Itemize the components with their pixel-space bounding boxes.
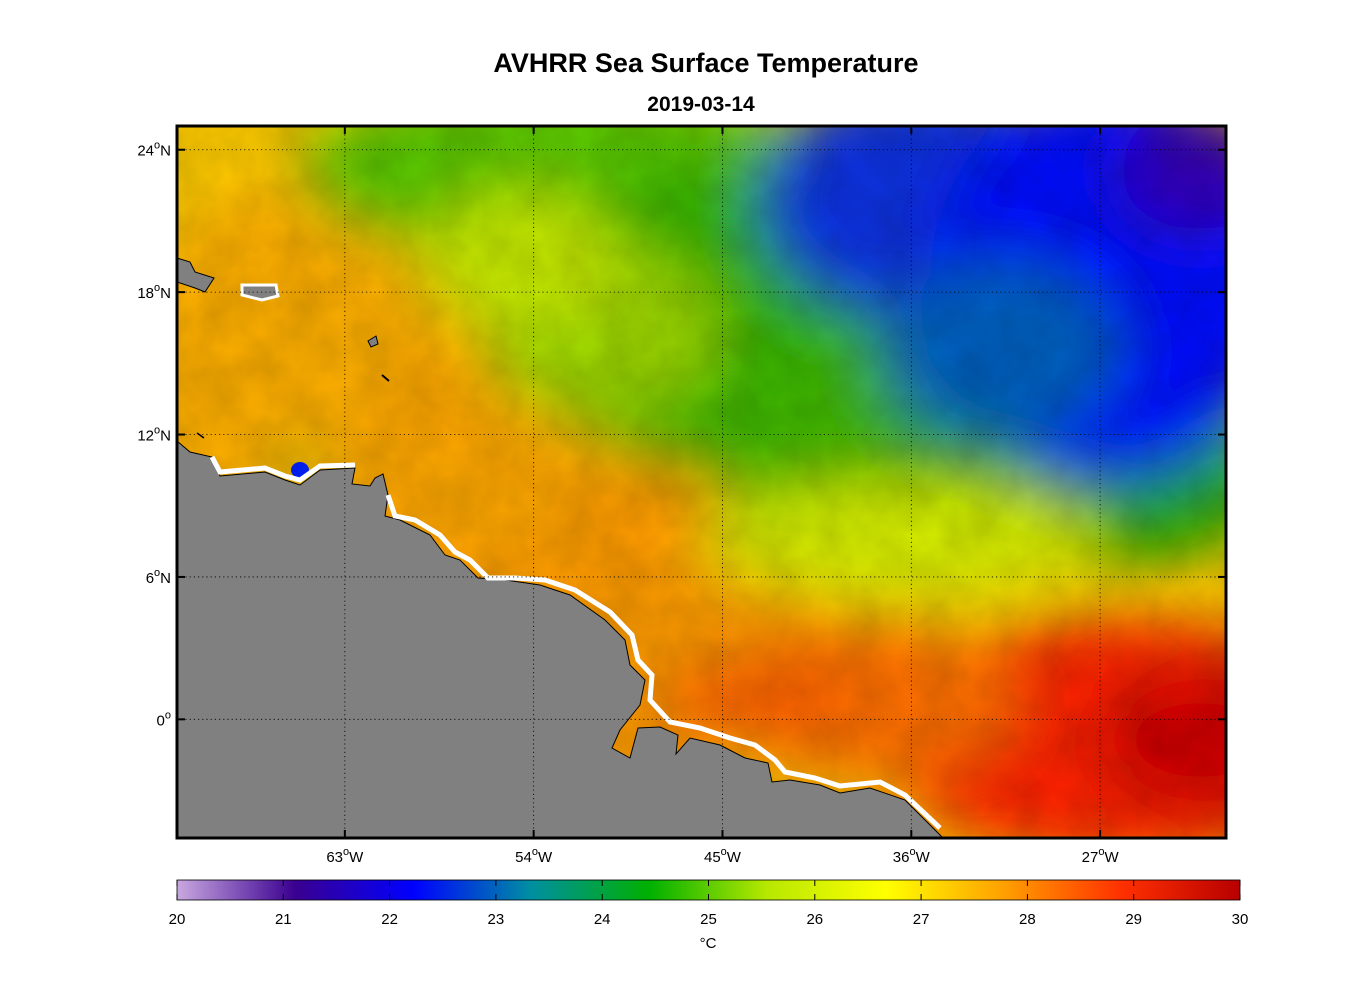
colorbar-tick-label: 23 — [488, 911, 505, 928]
lon-tick-label: 27oW — [1082, 846, 1120, 866]
colorbar-tick-label: 28 — [1019, 911, 1036, 928]
colorbar-tick-label: 21 — [275, 911, 292, 928]
map-subtitle: 2019-03-14 — [647, 93, 755, 116]
colorbar-tick-label: 24 — [594, 911, 611, 928]
caribbean-island-puerto-rico — [240, 283, 280, 302]
colorbar-tick-label: 26 — [806, 911, 823, 928]
colorbar: 20 21 22 23 24 25 26 27 28 29 30 °C — [169, 879, 1249, 952]
lat-tick-label: 18oN — [137, 282, 171, 302]
caribbean-island-martinique — [381, 374, 390, 382]
south-america-land — [177, 440, 944, 838]
map-frame — [175, 124, 1228, 840]
lat-tick-label: 0o — [157, 709, 171, 729]
colorbar-unit: °C — [700, 935, 717, 952]
land-masses — [177, 257, 944, 838]
colorbar-tick-label: 30 — [1232, 911, 1249, 928]
lon-tick-label: 36oW — [893, 846, 931, 866]
colorbar-tick-label: 27 — [913, 911, 930, 928]
map-gridlines — [177, 126, 1226, 838]
colorbar-tick-label: 29 — [1125, 911, 1142, 928]
lat-tick-label: 6oN — [146, 567, 171, 587]
caribbean-island-guadeloupe — [367, 335, 379, 348]
caribbean-island-hispaniola — [177, 257, 215, 293]
caribbean-island-curacao — [196, 432, 205, 439]
lon-tick-label: 45oW — [704, 846, 742, 866]
white-coast-fringe — [209, 455, 942, 830]
colorbar-tick-label: 22 — [381, 911, 398, 928]
axis-ticks: 63oW 54oW 45oW 36oW 27oW 24oN 18oN 12oN 6oN 0o — [137, 126, 1226, 866]
lat-tick-label: 12oN — [137, 425, 171, 445]
colorbar-tick-label: 25 — [700, 911, 717, 928]
colorbar-tick-label: 20 — [169, 911, 186, 928]
lat-tick-label: 24oN — [137, 140, 171, 160]
map-title: AVHRR Sea Surface Temperature — [493, 48, 919, 78]
lon-tick-label: 54oW — [515, 846, 553, 866]
lon-tick-label: 63oW — [326, 846, 364, 866]
